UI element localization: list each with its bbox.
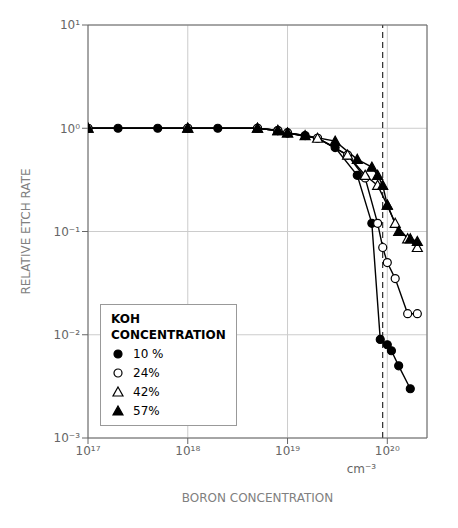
svg-text:10²⁰: 10²⁰ [375, 444, 400, 458]
svg-text:10⁻¹: 10⁻¹ [54, 225, 81, 239]
svg-text:10⁻²: 10⁻² [54, 328, 81, 342]
svg-text:10⁰: 10⁰ [60, 122, 80, 136]
svg-text:BORON CONCENTRATION: BORON CONCENTRATION [182, 491, 334, 505]
html-text:KOH: KOH [111, 312, 140, 326]
html-text:24%: 24% [133, 366, 160, 380]
html-text:10 %: 10 % [133, 347, 164, 361]
svg-text:cm⁻³: cm⁻³ [347, 462, 377, 476]
html-text:42%: 42% [133, 385, 160, 399]
svg-text:10⁻³: 10⁻³ [54, 431, 81, 445]
svg-text:RELATIVE ETCH RATE: RELATIVE ETCH RATE [19, 168, 33, 294]
svg-text:10¹⁸: 10¹⁸ [175, 444, 200, 458]
html-text:CONCENTRATION: CONCENTRATION [111, 328, 226, 342]
svg-text:10¹⁹: 10¹⁹ [275, 444, 300, 458]
svg-text:10¹⁷: 10¹⁷ [76, 444, 101, 458]
svg-text:10¹: 10¹ [60, 18, 80, 32]
html-text:57%: 57% [133, 404, 160, 418]
